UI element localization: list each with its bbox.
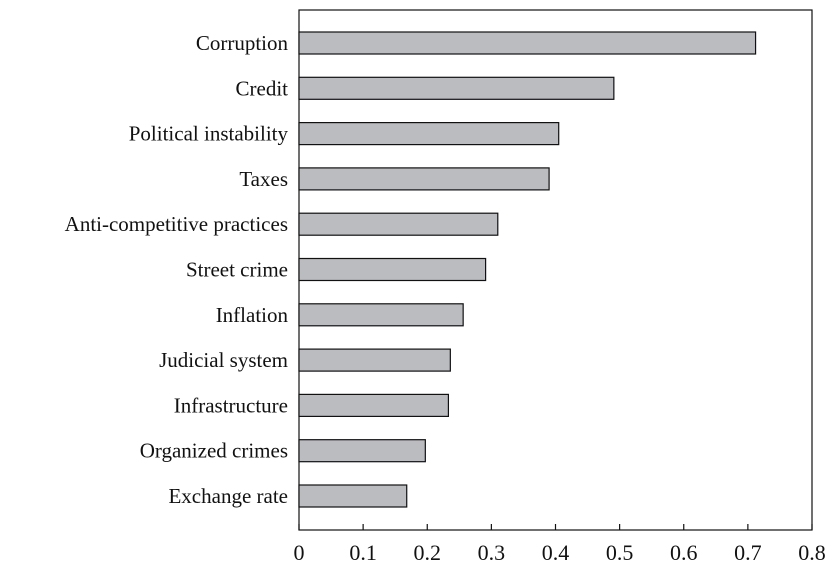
category-label: Judicial system bbox=[159, 348, 288, 372]
category-label: Street crime bbox=[186, 258, 288, 282]
category-label: Inflation bbox=[216, 303, 289, 327]
category-label: Taxes bbox=[239, 167, 288, 191]
category-label: Credit bbox=[236, 76, 289, 100]
bar-exchange-rate bbox=[298, 484, 408, 508]
category-label: Political instability bbox=[129, 122, 289, 146]
x-tick-label: 0.4 bbox=[542, 540, 570, 565]
bar-taxes bbox=[298, 167, 550, 191]
category-label: Organized crimes bbox=[140, 439, 288, 463]
bar-infrastructure bbox=[298, 393, 450, 417]
x-axis-ticks: 0 0.1 0.2 0.3 0.4 0.5 0.6 0.7 0.8 bbox=[294, 524, 826, 565]
x-tick-label: 0.5 bbox=[606, 540, 634, 565]
bar-inflation bbox=[298, 303, 464, 327]
x-tick-label: 0.6 bbox=[670, 540, 698, 565]
bar-street-crime bbox=[298, 257, 487, 282]
x-tick-label: 0.7 bbox=[734, 540, 762, 565]
x-tick-label: 0 bbox=[294, 540, 305, 565]
bar-credit bbox=[298, 76, 615, 100]
bar-judicial-system bbox=[298, 348, 451, 372]
x-tick-label: 0.8 bbox=[798, 540, 826, 565]
bar-anti-competitive-practices bbox=[298, 212, 499, 236]
bar-corruption bbox=[298, 31, 757, 55]
category-label: Infrastructure bbox=[174, 393, 288, 417]
category-label: Anti-competitive practices bbox=[65, 212, 288, 236]
category-label: Exchange rate bbox=[168, 484, 288, 508]
x-tick-label: 0.2 bbox=[414, 540, 442, 565]
category-label: Corruption bbox=[196, 31, 289, 55]
category-labels: Corruption Credit Political instability Tax… bbox=[65, 31, 289, 508]
bar-organized-crimes bbox=[298, 439, 426, 463]
bar-political-instability bbox=[298, 121, 560, 146]
bars-group bbox=[298, 31, 757, 508]
x-tick-label: 0.3 bbox=[478, 540, 506, 565]
x-tick-label: 0.1 bbox=[349, 540, 377, 565]
